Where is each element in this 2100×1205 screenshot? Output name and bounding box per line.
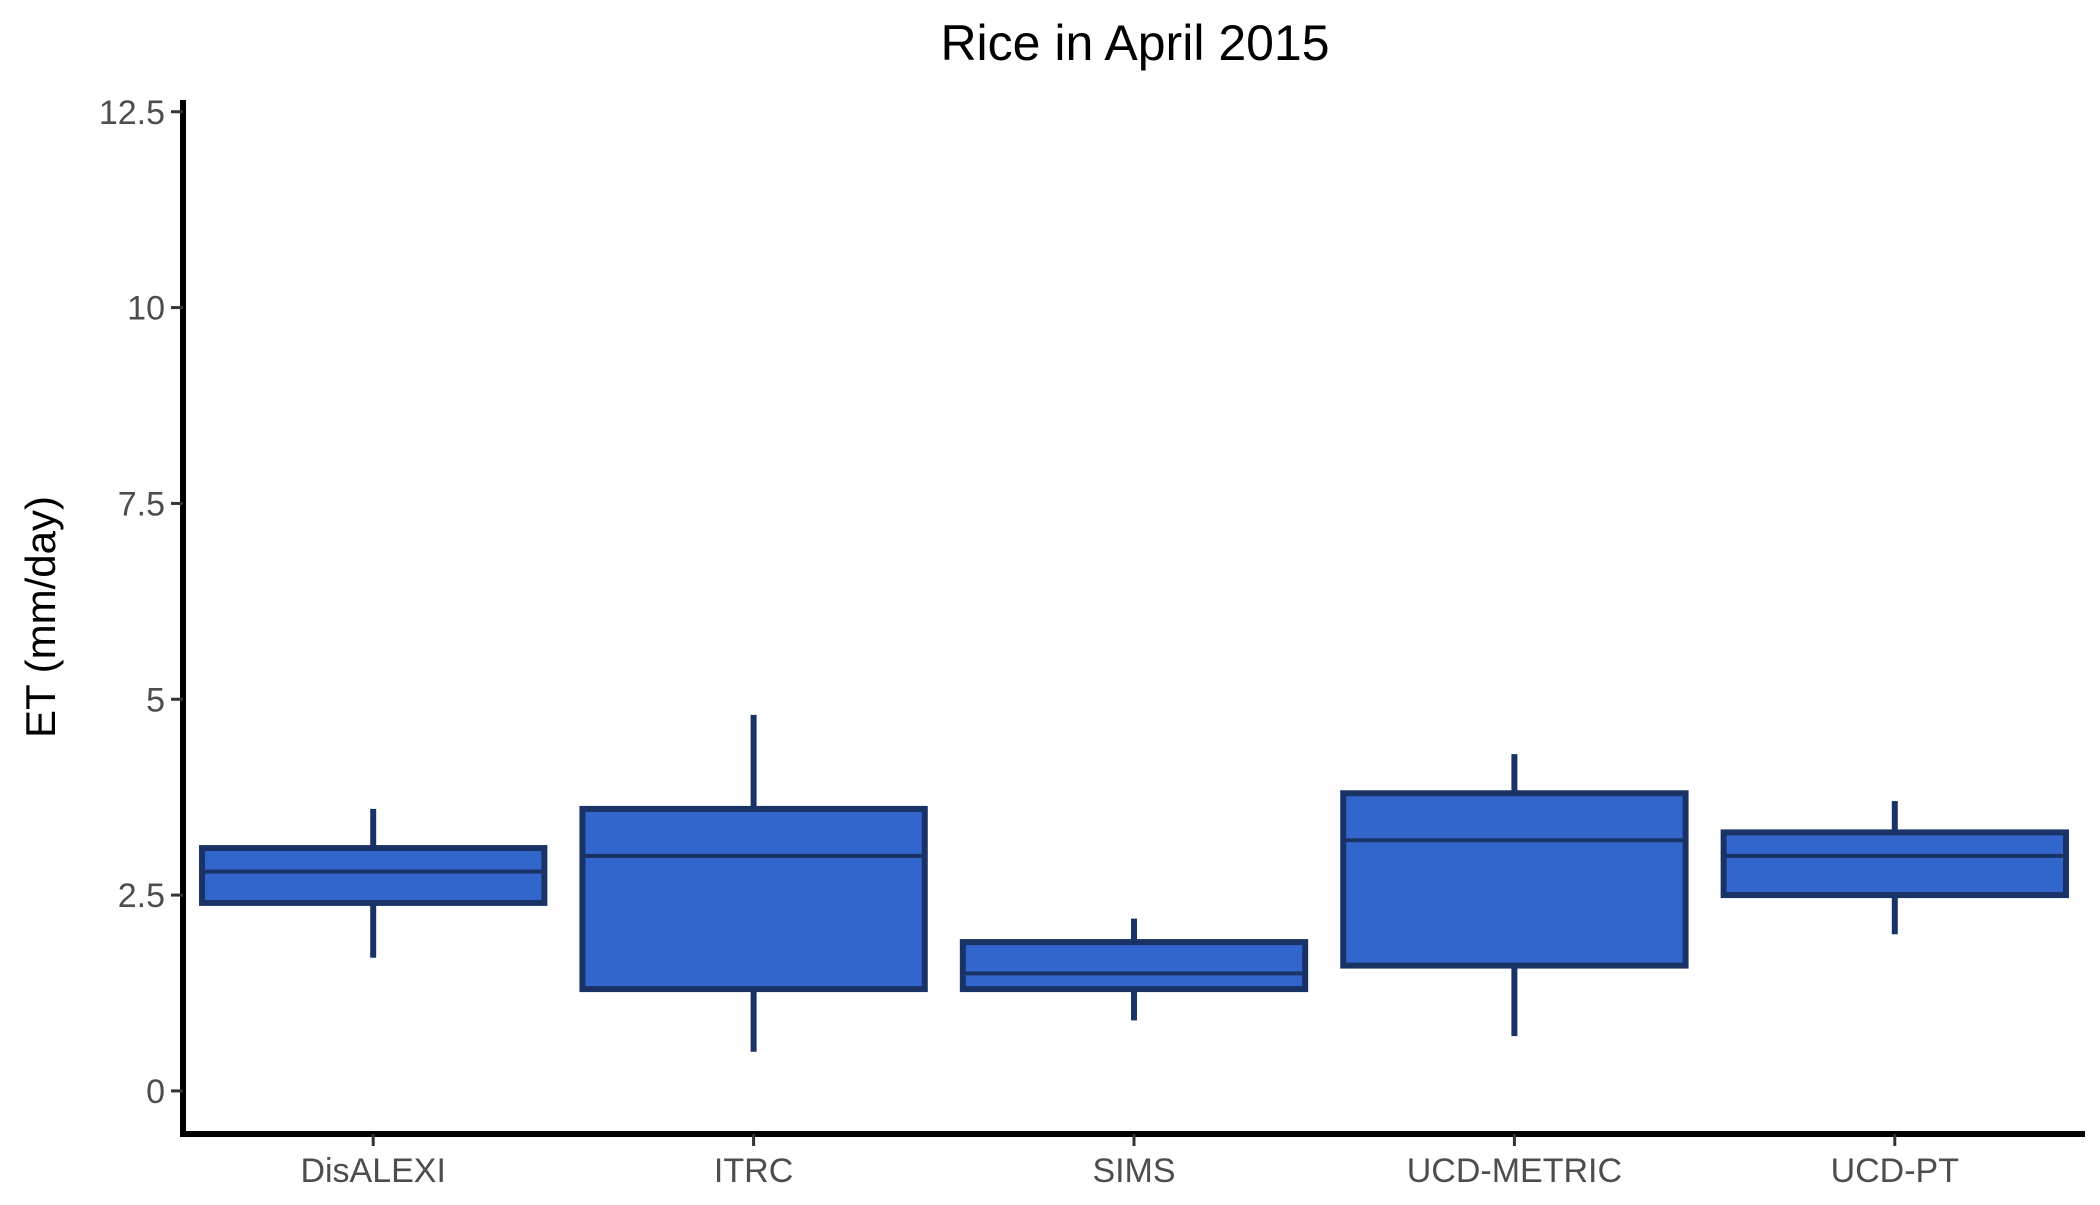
box-ucd-pt <box>1720 829 2069 899</box>
x-tick-label: UCD-PT <box>1831 1152 1959 1190</box>
x-tick-label: UCD-METRIC <box>1407 1152 1622 1190</box>
y-tick-label: 10 <box>127 290 165 328</box>
y-tick-label: 2.5 <box>118 877 165 915</box>
y-tick-label: 7.5 <box>118 485 165 523</box>
y-tick-label: 5 <box>146 681 165 719</box>
x-tick-label: SIMS <box>1092 1152 1175 1190</box>
plot-area: 0 2.5 5 7.5 10 12.5 DisALEXI ITRC SIMS UCD-METRIC… <box>99 94 2085 1190</box>
y-axis-label: ET (mm/day) <box>17 496 64 738</box>
x-tick-label: ITRC <box>714 1152 793 1190</box>
y-tick-label: 12.5 <box>99 94 165 132</box>
x-tick-label: DisALEXI <box>300 1152 446 1190</box>
chart-title: Rice in April 2015 <box>940 15 1329 71</box>
box-sims <box>959 939 1309 993</box>
y-tick-label: 0 <box>146 1073 165 1111</box>
box-disalexi <box>199 845 548 906</box>
box-ucd-metric <box>1340 790 1689 969</box>
box-itrc <box>579 805 928 993</box>
